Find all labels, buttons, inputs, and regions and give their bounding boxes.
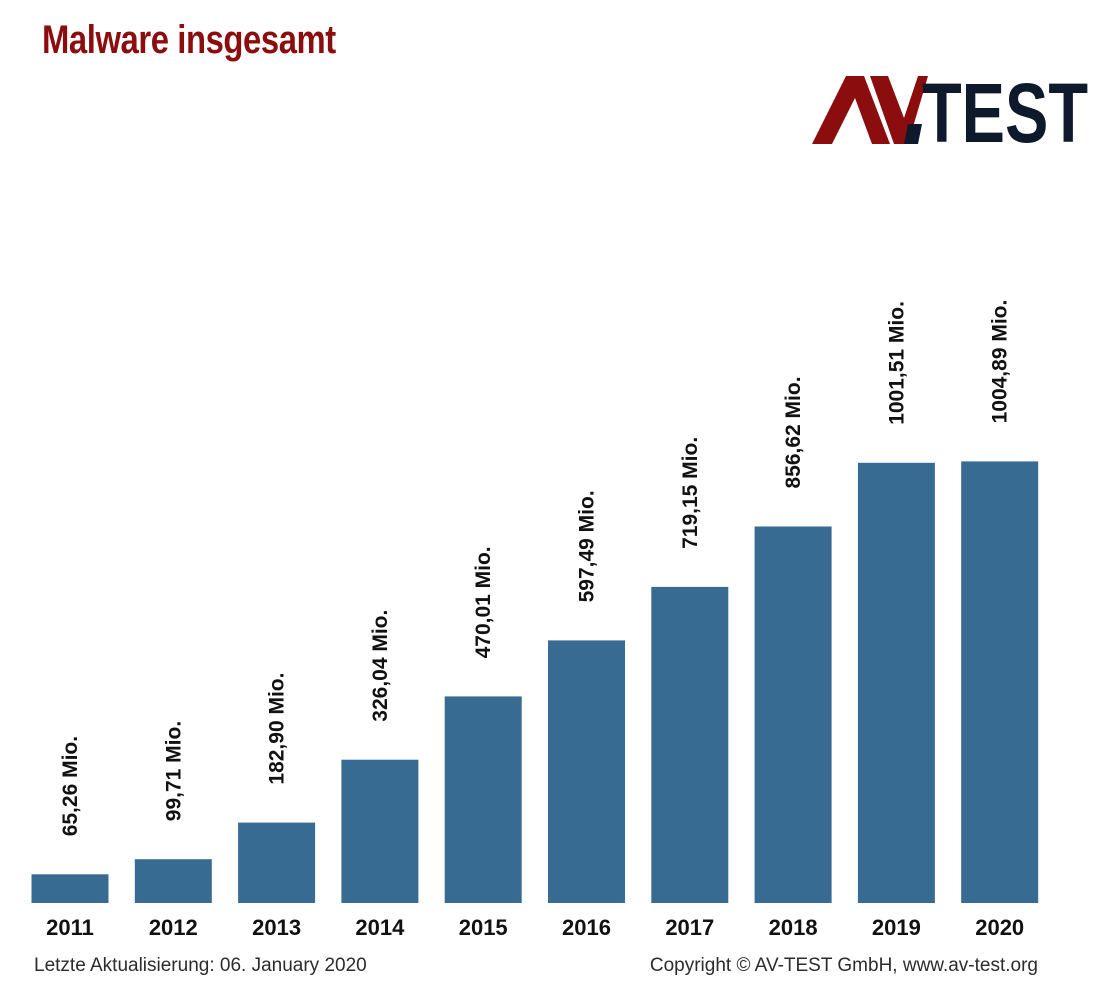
x-tick-label-2019: 2019 bbox=[872, 915, 921, 940]
x-tick-label-2020: 2020 bbox=[975, 915, 1024, 940]
bars-layer bbox=[31, 461, 1039, 903]
value-label-2019: 1001,51 Mio. bbox=[885, 301, 908, 425]
x-tick-label-2015: 2015 bbox=[459, 915, 508, 940]
x-tick-label-2014: 2014 bbox=[355, 915, 405, 940]
bar-2016 bbox=[548, 640, 625, 903]
bar-2017 bbox=[651, 586, 729, 903]
last-updated-text: Letzte Aktualisierung: 06. January 2020 bbox=[34, 955, 367, 976]
value-label-2020: 1004,89 Mio. bbox=[989, 300, 1012, 424]
bar-2020 bbox=[961, 461, 1039, 903]
value-label-2014: 326,04 Mio. bbox=[369, 610, 392, 722]
value-label-2015: 470,01 Mio. bbox=[472, 546, 495, 658]
bar-2018 bbox=[754, 526, 832, 903]
chart-title: Malware insgesamt bbox=[42, 18, 336, 62]
value-label-2016: 597,49 Mio. bbox=[576, 490, 599, 602]
value-label-2012: 99,71 Mio. bbox=[162, 721, 185, 821]
x-tick-label-2011: 2011 bbox=[46, 915, 94, 940]
logo-text: TEST bbox=[922, 76, 1088, 146]
bar-2012 bbox=[134, 859, 212, 903]
x-tick-label-2012: 2012 bbox=[149, 915, 198, 940]
bar-2013 bbox=[238, 822, 316, 903]
bar-2011 bbox=[31, 874, 109, 903]
value-label-2011: 65,26 Mio. bbox=[59, 736, 82, 836]
value-label-2013: 182,90 Mio. bbox=[266, 673, 289, 785]
logo-letter-a bbox=[812, 76, 890, 144]
x-labels-layer: 2011 2012 2013 2014 2015 2016 2017 2018 2019 2020 bbox=[46, 915, 1024, 940]
bar-2019 bbox=[857, 462, 935, 903]
av-test-logo: TEST bbox=[812, 76, 1088, 146]
value-labels-layer: 65,26 Mio. 99,71 Mio. 182,90 Mio. 326,04 Mi… bbox=[59, 300, 1012, 837]
logo-block bbox=[904, 124, 922, 144]
copyright-text: Copyright © AV-TEST GmbH, www.av-test.or… bbox=[649, 955, 1038, 976]
value-label-2017: 719,15 Mio. bbox=[679, 437, 702, 549]
x-tick-label-2017: 2017 bbox=[665, 915, 714, 940]
x-tick-label-2016: 2016 bbox=[562, 915, 611, 940]
logo-letter-v bbox=[870, 76, 928, 144]
bar-2015 bbox=[444, 696, 522, 903]
x-tick-label-2013: 2013 bbox=[252, 915, 301, 940]
bar-2014 bbox=[341, 759, 419, 903]
x-tick-label-2018: 2018 bbox=[769, 915, 818, 940]
value-label-2018: 856,62 Mio. bbox=[782, 376, 805, 488]
